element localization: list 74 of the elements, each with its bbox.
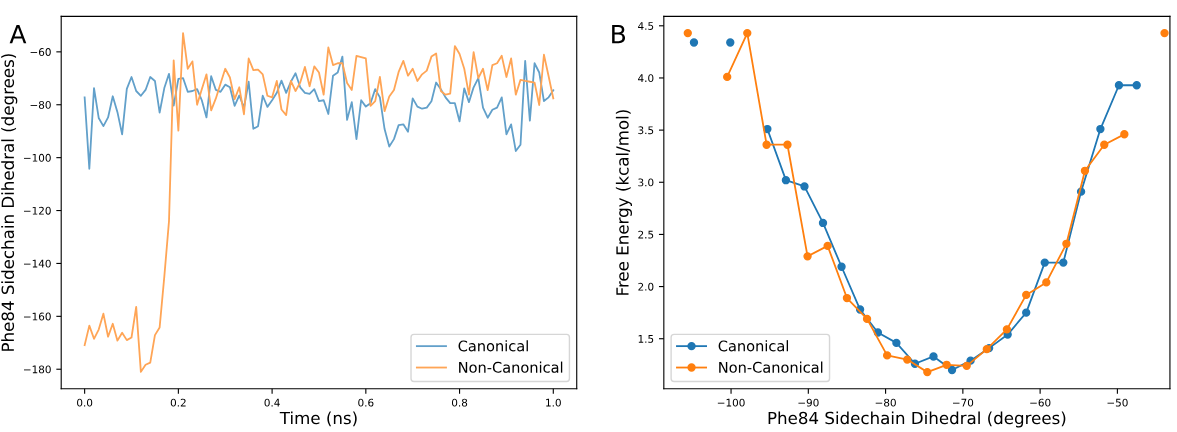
point (1059, 258, 1068, 267)
point (762, 140, 771, 149)
x-tick-label: −60 (1030, 398, 1051, 407)
point (1160, 28, 1169, 38)
point (723, 72, 732, 82)
x-tick-label: −80 (875, 398, 896, 407)
x-tick-label: −90 (798, 398, 819, 407)
y-tick-label: 2.0 (638, 282, 654, 291)
point (823, 241, 832, 251)
x-tick-label: −50 (1107, 398, 1128, 407)
x-tick-label: 0.0 (77, 398, 93, 407)
legend-label: Canonical (718, 340, 788, 352)
point (903, 355, 912, 364)
y-tick-label: −160 (23, 312, 51, 321)
y-axis-title: Phe84 Sidechain Dihedral (degrees) (1, 54, 18, 351)
y-tick-label: 3.5 (638, 126, 654, 135)
point (1080, 166, 1090, 175)
point (892, 338, 901, 348)
point (726, 38, 735, 47)
y-tick-label: −140 (23, 259, 51, 268)
x-tick-label: 0.2 (170, 398, 186, 407)
point (1120, 130, 1129, 139)
point (1002, 325, 1012, 334)
point (862, 314, 872, 324)
x-tick-label: 0.4 (264, 398, 280, 407)
point (1096, 124, 1105, 134)
y-tick-label: 1.5 (638, 335, 654, 343)
legend-label: Non-Canonical (719, 361, 823, 373)
line-series (83, 55, 555, 170)
x-tick-label: −100 (717, 398, 745, 407)
x-tick-label: 1.0 (546, 398, 561, 407)
point (1132, 81, 1141, 90)
y-tick-label: 4.5 (638, 22, 654, 30)
point (1100, 140, 1109, 149)
point (947, 365, 957, 375)
point (1040, 258, 1049, 267)
point (923, 367, 932, 377)
point (689, 38, 699, 47)
point (1022, 290, 1031, 300)
point (842, 293, 852, 303)
y-axis-title: Free Energy (kcal/mol) (615, 110, 632, 295)
point (1114, 81, 1124, 90)
legend-label: Canonical (458, 340, 528, 352)
x-tick-label: 0.6 (358, 398, 374, 407)
text: B (612, 24, 626, 44)
point (1042, 278, 1051, 287)
y-tick-label: −180 (23, 365, 51, 374)
point (882, 351, 892, 360)
point (1062, 239, 1071, 248)
point (1022, 308, 1031, 317)
x-axis-title: Phe84 Sidechain Dihedral (degrees) (768, 411, 1066, 428)
y-tick-label: −120 (23, 206, 51, 215)
y-tick-label: 3.0 (638, 178, 654, 187)
point (781, 176, 791, 185)
point (962, 361, 971, 371)
point (783, 140, 792, 149)
point (837, 262, 846, 271)
x-axis-title: Time (ns) (279, 411, 357, 427)
y-tick-label: 4.0 (638, 74, 654, 83)
x-tick-label: −70 (952, 398, 974, 407)
legend-label: Non-Canonical (459, 361, 563, 373)
x-tick-label: 0.8 (451, 398, 468, 407)
y-tick-label: −60 (30, 48, 51, 56)
point (803, 252, 812, 261)
point (818, 218, 828, 228)
point (683, 28, 692, 38)
y-tick-label: −100 (23, 153, 51, 162)
y-tick-label: −80 (30, 100, 51, 109)
point (800, 182, 809, 191)
y-tick-label: 2.5 (638, 230, 654, 239)
point (743, 28, 752, 38)
point (942, 360, 951, 369)
text: A (9, 24, 27, 44)
point (929, 352, 938, 361)
